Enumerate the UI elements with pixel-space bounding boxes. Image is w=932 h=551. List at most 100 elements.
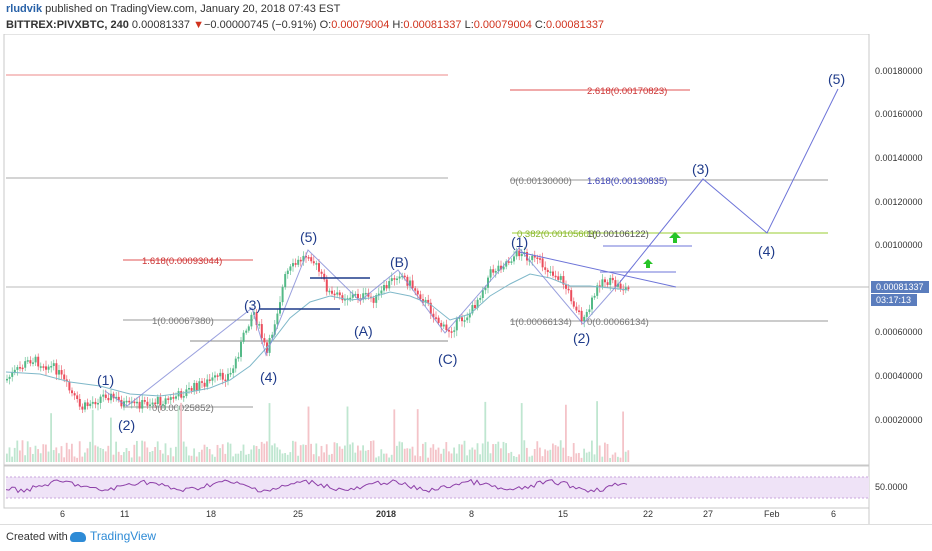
candle-body[interactable] xyxy=(13,369,16,373)
candle-body[interactable] xyxy=(234,358,237,369)
candle-body[interactable] xyxy=(362,293,365,300)
candle-body[interactable] xyxy=(297,259,300,265)
candle-body[interactable] xyxy=(255,312,258,326)
candle-body[interactable] xyxy=(424,299,427,303)
candle-body[interactable] xyxy=(65,379,68,382)
candle-body[interactable] xyxy=(112,393,115,399)
candle-body[interactable] xyxy=(552,271,554,276)
candle-body[interactable] xyxy=(578,310,580,312)
candle-body[interactable] xyxy=(99,396,102,403)
candle-body[interactable] xyxy=(91,401,94,404)
candle-body[interactable] xyxy=(559,276,562,280)
candle-body[interactable] xyxy=(601,279,604,287)
candle-body[interactable] xyxy=(310,257,313,262)
candle-body[interactable] xyxy=(484,287,487,291)
candle-body[interactable] xyxy=(489,269,492,278)
author-name[interactable]: rludvik xyxy=(6,3,43,15)
candle-body[interactable] xyxy=(16,367,19,370)
candle-body[interactable] xyxy=(198,381,201,391)
candle-body[interactable] xyxy=(154,402,157,405)
candle-body[interactable] xyxy=(245,330,248,333)
candle-body[interactable] xyxy=(117,396,120,400)
candle-body[interactable] xyxy=(258,324,261,326)
candle-body[interactable] xyxy=(45,366,47,370)
candle-body[interactable] xyxy=(531,255,534,261)
candle-body[interactable] xyxy=(419,294,422,300)
candle-body[interactable] xyxy=(515,250,518,257)
candle-body[interactable] xyxy=(583,316,586,322)
candle-body[interactable] xyxy=(585,312,588,317)
candle-body[interactable] xyxy=(463,320,466,322)
candle-body[interactable] xyxy=(505,261,508,267)
candle-body[interactable] xyxy=(97,402,99,405)
candle-body[interactable] xyxy=(357,293,359,299)
candle-body[interactable] xyxy=(320,271,323,274)
candle-body[interactable] xyxy=(104,394,107,398)
candle-body[interactable] xyxy=(216,375,219,377)
candle-body[interactable] xyxy=(474,305,476,309)
candle-body[interactable] xyxy=(520,253,523,257)
chart-area[interactable]: 0.00180000 0.00160000 0.00140000 0.00120… xyxy=(0,33,932,524)
candle-body[interactable] xyxy=(206,379,209,387)
candle-body[interactable] xyxy=(34,356,37,363)
candle-body[interactable] xyxy=(21,367,24,370)
candle-body[interactable] xyxy=(102,394,105,397)
candle-body[interactable] xyxy=(338,292,341,296)
candle-body[interactable] xyxy=(481,290,484,299)
candle-body[interactable] xyxy=(136,401,138,404)
candle-body[interactable] xyxy=(299,259,302,262)
candle-body[interactable] xyxy=(396,278,398,281)
candle-body[interactable] xyxy=(175,396,177,399)
candle-body[interactable] xyxy=(208,379,211,381)
candle-body[interactable] xyxy=(349,297,352,300)
candle-body[interactable] xyxy=(159,397,162,405)
candle-body[interactable] xyxy=(60,370,63,375)
candle-body[interactable] xyxy=(302,255,305,262)
candle-body[interactable] xyxy=(513,256,515,262)
candle-body[interactable] xyxy=(151,402,154,405)
candle-body[interactable] xyxy=(562,276,565,285)
candle-body[interactable] xyxy=(328,290,331,293)
candle-body[interactable] xyxy=(279,302,281,314)
candle-body[interactable] xyxy=(364,292,367,295)
candle-body[interactable] xyxy=(237,356,240,359)
candle-body[interactable] xyxy=(336,292,339,295)
candle-body[interactable] xyxy=(26,360,29,362)
candle-body[interactable] xyxy=(133,401,136,404)
candle-body[interactable] xyxy=(37,356,40,367)
candle-body[interactable] xyxy=(461,317,463,322)
candle-body[interactable] xyxy=(466,317,469,321)
candle-body[interactable] xyxy=(500,265,502,270)
candle-body[interactable] xyxy=(580,310,583,322)
candle-body[interactable] xyxy=(591,297,593,310)
candle-body[interactable] xyxy=(52,363,55,367)
candle-body[interactable] xyxy=(437,317,440,323)
candle-body[interactable] xyxy=(94,401,97,405)
candle-body[interactable] xyxy=(604,279,606,283)
candle-body[interactable] xyxy=(224,379,227,382)
candle-body[interactable] xyxy=(203,382,206,387)
candle-body[interactable] xyxy=(305,255,307,258)
candle-body[interactable] xyxy=(554,275,557,278)
candle-body[interactable] xyxy=(429,302,432,314)
candle-body[interactable] xyxy=(367,292,370,297)
candle-body[interactable] xyxy=(502,266,505,270)
candle-body[interactable] xyxy=(29,360,32,364)
price-chart[interactable]: 0.00180000 0.00160000 0.00140000 0.00120… xyxy=(0,33,932,524)
candle-body[interactable] xyxy=(143,400,146,402)
candle-body[interactable] xyxy=(263,338,266,343)
candle-body[interactable] xyxy=(247,326,250,331)
candle-body[interactable] xyxy=(110,393,112,401)
candle-body[interactable] xyxy=(624,287,627,290)
candle-body[interactable] xyxy=(435,317,437,319)
candle-body[interactable] xyxy=(351,294,354,298)
candle-body[interactable] xyxy=(227,373,229,381)
candle-body[interactable] xyxy=(318,263,320,272)
candle-body[interactable] xyxy=(312,261,315,264)
candle-body[interactable] xyxy=(388,281,391,289)
candle-body[interactable] xyxy=(260,324,263,339)
candle-body[interactable] xyxy=(453,330,456,332)
candle-body[interactable] xyxy=(440,322,443,327)
candle-body[interactable] xyxy=(611,277,614,281)
candle-body[interactable] xyxy=(567,288,570,291)
